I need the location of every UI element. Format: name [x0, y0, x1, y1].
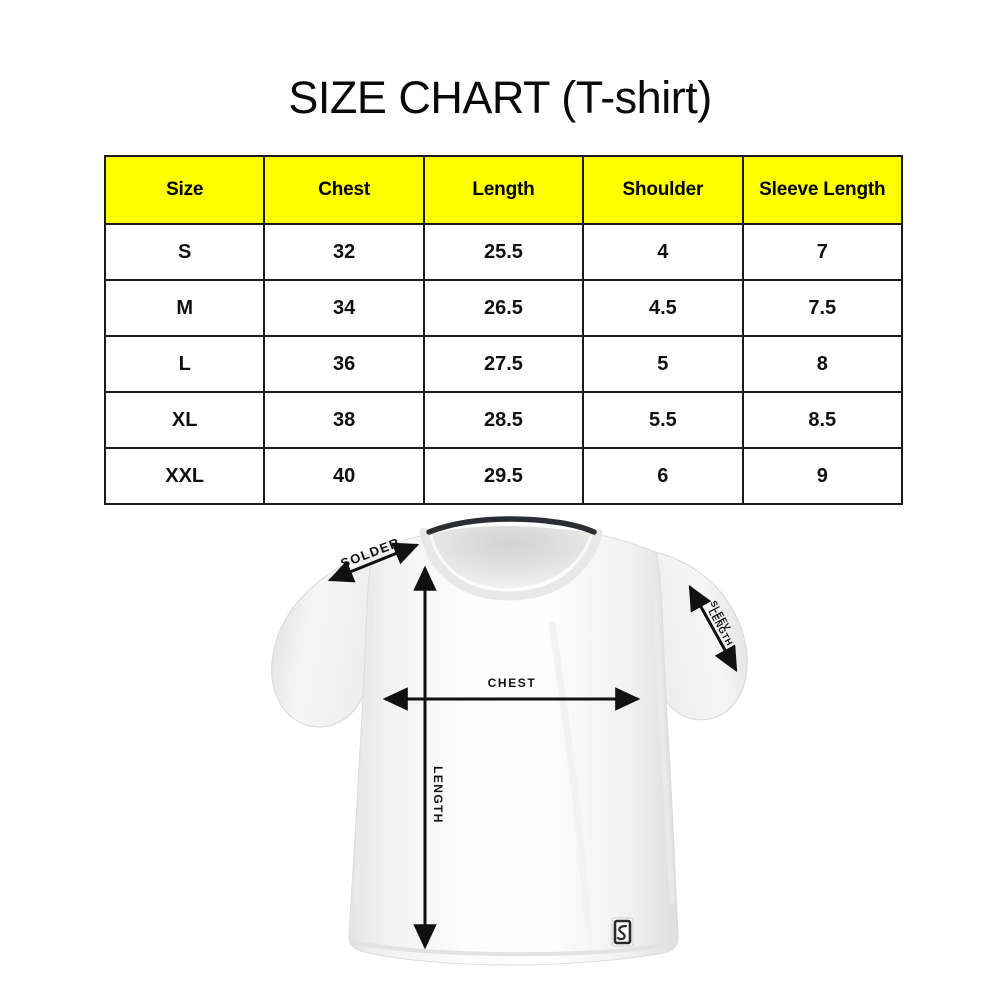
cell-length: 29.5	[422, 447, 585, 505]
cell-sleeve-length: 7	[741, 223, 904, 281]
hem-line	[350, 940, 678, 957]
length-label: LENGTH	[431, 766, 445, 824]
cell-length: 28.5	[422, 391, 585, 449]
cell-shoulder: 5	[582, 335, 744, 393]
cell-size: S	[103, 223, 266, 281]
cell-chest: 32	[263, 223, 425, 281]
table-header-row: Size Chest Length Shoulder Sleeve Length	[103, 155, 904, 225]
tshirt-measurement-diagram: SOLDER SLEEV LENGTH CHEST LENGTH	[0, 505, 1000, 1000]
cell-shoulder: 5.5	[582, 391, 744, 449]
table-row: M 34 26.5 4.5 7.5	[103, 279, 904, 337]
cell-size: XXL	[103, 447, 266, 505]
cell-shoulder: 4.5	[582, 279, 744, 337]
cell-sleeve-length: 7.5	[741, 279, 904, 337]
cell-size: M	[103, 279, 266, 337]
cell-chest: 36	[263, 335, 425, 393]
tshirt-illustration	[271, 516, 748, 966]
cell-sleeve-length: 9	[741, 447, 904, 505]
table-row: XL 38 28.5 5.5 8.5	[103, 391, 904, 449]
cell-length: 27.5	[422, 335, 585, 393]
cell-chest: 34	[263, 279, 425, 337]
cell-sleeve-length: 8.5	[741, 391, 904, 449]
table-row: XXL 40 29.5 6 9	[103, 447, 904, 505]
fabric-fold-right	[651, 582, 675, 904]
cell-sleeve-length: 8	[741, 335, 904, 393]
fabric-fold-left	[353, 582, 375, 904]
neck-opening	[432, 526, 590, 589]
column-header-length: Length	[422, 155, 585, 225]
length-measurement: LENGTH	[413, 565, 445, 950]
brand-tag	[611, 917, 634, 947]
fabric-fold-center	[548, 621, 592, 929]
cell-chest: 40	[263, 447, 425, 505]
cell-chest: 38	[263, 391, 425, 449]
sleeve-length-arrow	[688, 584, 738, 673]
collar-back-rim	[426, 516, 597, 535]
cell-shoulder: 4	[582, 223, 744, 281]
table-row: S 32 25.5 4 7	[103, 223, 904, 281]
column-header-chest: Chest	[263, 155, 425, 225]
table-row: L 36 27.5 5 8	[103, 335, 904, 393]
cell-length: 26.5	[422, 279, 585, 337]
cell-size: XL	[103, 391, 266, 449]
size-chart-table: Size Chest Length Shoulder Sleeve Length…	[103, 155, 904, 505]
column-header-size: Size	[103, 155, 266, 225]
shoulder-arrow	[327, 542, 420, 583]
collar-rib	[419, 527, 603, 601]
chest-label: CHEST	[488, 676, 537, 690]
cell-size: L	[103, 335, 266, 393]
column-header-shoulder: Shoulder	[582, 155, 744, 225]
cell-shoulder: 6	[582, 447, 744, 505]
column-header-sleeve-length: Sleeve Length	[741, 155, 904, 225]
cell-length: 25.5	[422, 223, 585, 281]
page-title: SIZE CHART (T-shirt)	[288, 72, 712, 123]
